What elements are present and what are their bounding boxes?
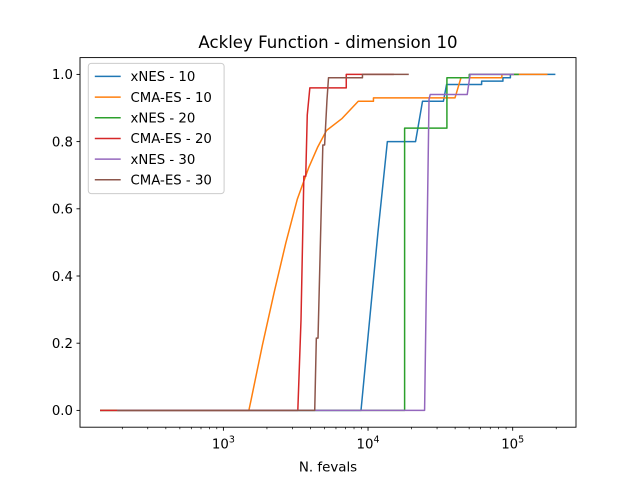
legend: xNES - 10 CMA-ES - 10 xNES - 20 CMA-ES - 20… (87, 62, 225, 195)
legend-label: CMA-ES - 10 (131, 91, 212, 106)
x-tick-label: 103 (212, 435, 235, 453)
series-line-xnes-30 (117, 73, 515, 412)
y-tick-label: 0.0 (52, 404, 73, 419)
y-tick-label: 0.8 (52, 135, 73, 150)
x-tick-label: 104 (357, 435, 380, 453)
legend-label: xNES - 20 (131, 111, 196, 126)
x-axis-label: N. fevals (299, 460, 357, 475)
chart-title: Ackley Function - dimension 10 (198, 33, 457, 52)
legend-label: CMA-ES - 30 (131, 174, 212, 189)
series-line-xnes-20 (100, 73, 519, 412)
series-line-cma-es-30 (117, 73, 409, 412)
plot-area-frame (79, 57, 577, 428)
y-tick-label: 1.0 (52, 68, 73, 83)
y-tick-label: 0.6 (52, 203, 73, 218)
legend-label: CMA-ES - 20 (131, 132, 212, 147)
x-tick-label: 105 (501, 435, 524, 453)
y-tick-label: 0.4 (52, 270, 73, 285)
legend-frame (87, 62, 225, 195)
legend-label: xNES - 10 (131, 70, 196, 85)
series-line-cma-es-20 (100, 73, 394, 412)
y-tick-label: 0.2 (52, 337, 73, 352)
legend-label: xNES - 30 (131, 153, 196, 168)
